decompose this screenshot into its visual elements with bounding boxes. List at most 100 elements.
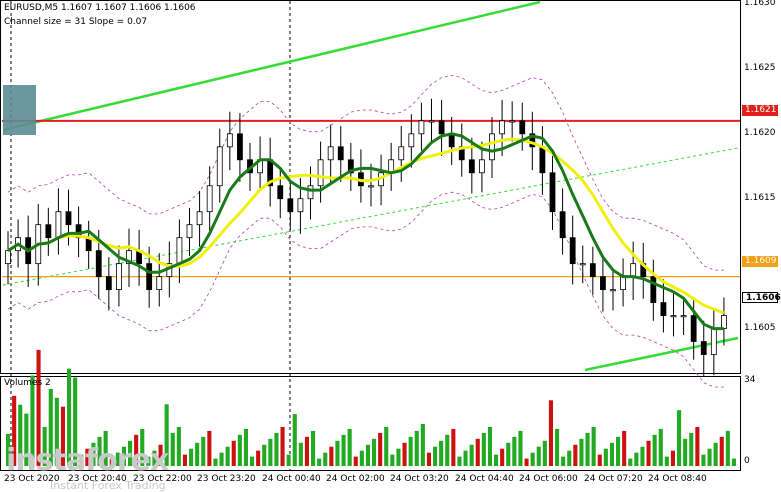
volume-bar xyxy=(250,456,255,466)
volume-bar xyxy=(451,428,456,466)
volume-bar xyxy=(48,388,53,466)
y-tick-label: 1.1605 xyxy=(744,322,776,333)
volume-bar xyxy=(677,410,682,466)
volume-bar xyxy=(231,440,236,466)
volume-bar xyxy=(573,444,578,466)
volume-bar xyxy=(329,446,334,466)
x-tick-label: 23 Oct 22:00 xyxy=(133,474,192,484)
x-tick-label: 24 Oct 04:40 xyxy=(455,474,514,484)
volume-bar xyxy=(36,349,41,466)
x-tick-label: 24 Oct 00:40 xyxy=(262,474,321,484)
volume-bar xyxy=(445,434,450,466)
volume-bar xyxy=(695,426,700,466)
volume-bar xyxy=(548,400,553,466)
volume-bar xyxy=(225,446,230,466)
volume-bar xyxy=(213,458,218,466)
volume-bar xyxy=(731,458,736,466)
candle-body xyxy=(448,133,455,148)
volume-bar xyxy=(603,448,608,466)
volume-bar xyxy=(609,442,614,466)
volume-bar xyxy=(195,442,200,466)
volume-bar xyxy=(378,432,383,466)
volume-bar xyxy=(524,458,529,466)
y-tick-label: 1.1625 xyxy=(744,62,776,73)
volume-bar xyxy=(6,433,11,466)
volume-bar xyxy=(365,444,370,466)
main-plot-frame xyxy=(0,0,741,374)
candle-body xyxy=(55,211,62,239)
volume-bar xyxy=(457,456,462,466)
volume-bar xyxy=(561,456,566,466)
volume-bar xyxy=(518,430,523,466)
candle-body xyxy=(509,120,516,123)
volume-bar xyxy=(237,434,242,466)
volume-bar xyxy=(286,454,291,466)
volume-bar xyxy=(530,452,535,466)
channel-middle-line xyxy=(2,147,739,286)
candle-body xyxy=(176,237,183,265)
volume-bar xyxy=(262,444,267,466)
candle-body xyxy=(95,250,102,278)
chart-header-symbol: EURUSD,M5 1.1607 1.1607 1.1606 1.1606 xyxy=(4,3,196,13)
volume-bar xyxy=(103,430,108,466)
volume-bar xyxy=(311,430,316,466)
volume-bar xyxy=(317,458,322,466)
volume-bar xyxy=(115,452,120,466)
fast-moving-average-line xyxy=(7,132,724,331)
volume-bar xyxy=(640,446,645,466)
volume-bar xyxy=(585,432,590,466)
volume-header: Volumes 2 xyxy=(4,378,51,388)
candle-body xyxy=(680,315,687,318)
slow-moving-average-line xyxy=(7,137,725,315)
volume-bar xyxy=(719,436,724,466)
instaforex-logo: instaforex Instant Forex Trading xyxy=(6,443,169,492)
x-tick-label: 24 Oct 03:20 xyxy=(390,474,449,484)
volume-bar xyxy=(128,440,133,466)
candle-body xyxy=(347,159,354,174)
candle-body xyxy=(307,185,314,200)
volume-bar xyxy=(24,413,29,466)
volume-bar xyxy=(243,428,248,466)
volume-bar xyxy=(408,436,413,466)
volume-bar xyxy=(268,438,273,466)
volume-bar xyxy=(12,395,17,466)
volume-bar xyxy=(487,426,492,466)
channel-upper-line xyxy=(2,0,541,132)
volume-bar xyxy=(256,450,261,466)
volume-bar xyxy=(372,438,377,466)
candle-body xyxy=(620,276,626,291)
volume-bar xyxy=(164,404,169,466)
volume-bar xyxy=(420,424,425,466)
upper-band-line xyxy=(7,74,724,271)
volume-bar xyxy=(109,458,114,466)
volume-bar xyxy=(79,454,84,466)
candle-body xyxy=(559,211,566,239)
candle-body xyxy=(368,185,374,188)
volume-bar xyxy=(359,450,364,466)
x-tick-label: 24 Oct 06:00 xyxy=(519,474,578,484)
volume-bar xyxy=(54,397,59,466)
candle-body xyxy=(690,315,697,342)
y-tick-label: 1.1620 xyxy=(744,127,776,138)
volume-bar xyxy=(341,434,346,466)
volume-bar xyxy=(402,442,407,466)
candle-body xyxy=(499,120,505,135)
volume-bar xyxy=(414,430,419,466)
volume-bar xyxy=(140,428,145,466)
volume-bar xyxy=(469,444,474,466)
candle-body xyxy=(519,120,526,135)
candle-body xyxy=(489,133,495,161)
volume-bar xyxy=(170,432,175,466)
y-tick-label: 1.1630 xyxy=(744,0,776,8)
candle-body xyxy=(156,276,163,291)
volume-bar xyxy=(207,430,212,466)
candle-body xyxy=(479,159,485,174)
volume-bar xyxy=(292,414,297,466)
candle-body xyxy=(438,120,445,135)
volume-plot-frame xyxy=(0,376,741,471)
volume-bar xyxy=(475,438,480,466)
candle-body xyxy=(226,133,233,148)
candle-body xyxy=(237,133,243,161)
volume-bar xyxy=(176,426,181,466)
volume-bar xyxy=(91,442,96,466)
